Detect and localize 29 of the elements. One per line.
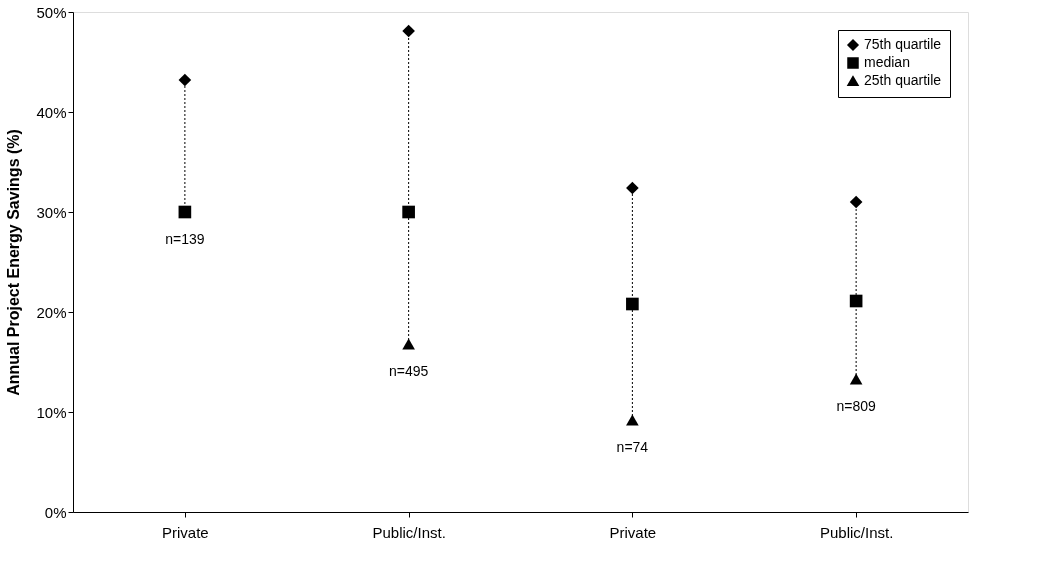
point	[626, 297, 639, 311]
legend-label: 25th quartile	[864, 72, 942, 88]
annotation: n=74	[616, 439, 649, 455]
y-tick-label: 20%	[36, 303, 67, 321]
annotation: n=495	[388, 363, 429, 379]
point	[626, 181, 639, 195]
legend-label: 75th quartile	[864, 36, 942, 52]
x-tick-label: Public/Inst.	[372, 523, 446, 541]
point	[849, 373, 863, 385]
x-tick-label: Private	[162, 523, 209, 541]
legend-label: median	[864, 54, 910, 70]
point	[402, 24, 415, 38]
y-tick-label: 0%	[44, 503, 67, 521]
point	[402, 338, 415, 350]
point	[178, 205, 192, 219]
y-tick-label: 50%	[36, 3, 67, 21]
annotation: n=139	[165, 231, 205, 247]
point	[849, 294, 863, 308]
y-tick-label: 10%	[36, 403, 67, 421]
point	[402, 205, 415, 219]
x-tick-label: Private	[609, 523, 657, 541]
x-tick-label: Public/Inst.	[819, 523, 894, 541]
point	[626, 414, 639, 426]
y-tick-label: 40%	[36, 103, 67, 121]
y-axis-title: Annual Project Energy Savings (%)	[5, 129, 23, 396]
annotation: n=809	[836, 398, 876, 414]
point	[849, 195, 863, 209]
point	[178, 73, 192, 87]
y-tick-label: 30%	[36, 203, 67, 221]
